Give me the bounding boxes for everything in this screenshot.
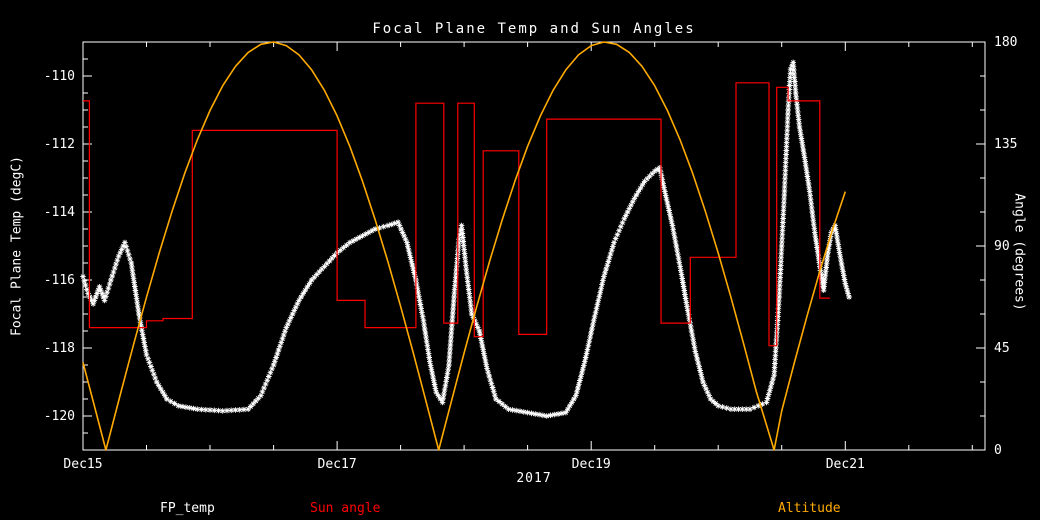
- legend-item-altitude: Altitude: [778, 501, 841, 516]
- legend-item-fp-temp: FP_temp: [160, 501, 215, 516]
- legend-item-sun-angle: Sun angle: [310, 501, 381, 516]
- x-tick-label: Dec17: [318, 457, 357, 472]
- y-right-tick-label: 180: [994, 35, 1017, 50]
- x-tick-label: Dec21: [826, 457, 865, 472]
- y-right-tick-label: 45: [994, 341, 1010, 356]
- y-right-tick-label: 90: [994, 239, 1010, 254]
- plot-frame: [82, 41, 986, 451]
- left-axis-title: Focal Plane Temp (degC): [9, 155, 25, 337]
- y-right-tick-label: 135: [994, 137, 1017, 152]
- series-altitude: [82, 41, 847, 451]
- minor-ticks: [83, 42, 985, 450]
- series-fp-temp: [80, 59, 852, 419]
- x-axis-title: 2017: [516, 471, 552, 486]
- y-left-tick-label: -114: [44, 205, 75, 220]
- chart-title: Focal Plane Temp and Sun Angles: [372, 21, 696, 37]
- y-left-tick-label: -120: [44, 409, 75, 424]
- x-tick-label: Dec19: [572, 457, 611, 472]
- series-sun-angle: [83, 82, 830, 347]
- right-axis-title: Angle (degrees): [1011, 193, 1027, 311]
- y-left-tick-label: -112: [44, 137, 75, 152]
- y-left-tick-label: -110: [44, 69, 75, 84]
- y-left-tick-label: -118: [44, 341, 75, 356]
- x-tick-label: Dec15: [63, 457, 102, 472]
- major-ticks: [82, 41, 985, 451]
- y-left-tick-label: -116: [44, 273, 75, 288]
- y-right-tick-label: 0: [994, 443, 1002, 458]
